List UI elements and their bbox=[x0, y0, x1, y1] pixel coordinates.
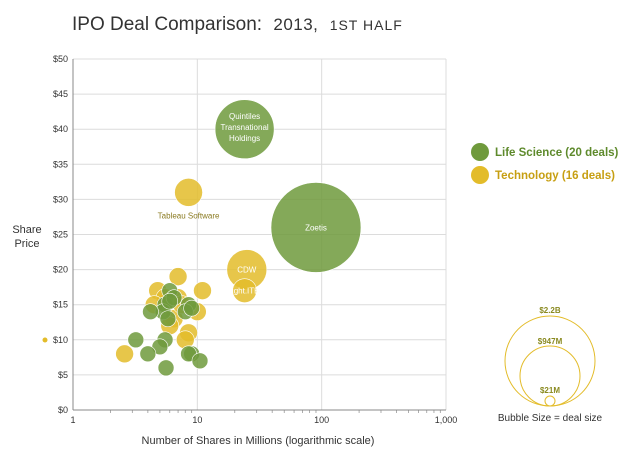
technology-bubble bbox=[193, 281, 212, 300]
bubble-label: Bright.ITEC bbox=[224, 287, 266, 296]
y-tick-label: $35 bbox=[53, 159, 68, 169]
life-science-bubble bbox=[142, 303, 159, 321]
x-tick-label: 1,000 bbox=[435, 415, 458, 425]
title-year: 2013, bbox=[273, 15, 318, 34]
bubble-label: CDW bbox=[237, 266, 257, 275]
chart-title: IPO Deal Comparison: 2013, 1ST HALF bbox=[72, 14, 403, 35]
size-legend-ring-small bbox=[544, 395, 556, 407]
axes: $0 $5 $10 $15 $20 $25 $30 $35 $40 $45 $50 1 10 100 1,0… bbox=[53, 54, 457, 425]
size-legend-label-large: $2.2B bbox=[539, 306, 561, 315]
life-science-bubble bbox=[191, 352, 209, 370]
y-axis-title-line2: Price bbox=[14, 238, 39, 250]
bubble-labels: Zoetis Quintiles Transnational Holdings Tabl… bbox=[158, 112, 327, 295]
x-tick-label: 1 bbox=[70, 415, 75, 425]
size-legend-label-small: $21M bbox=[540, 386, 560, 395]
bubble-label: Zoetis bbox=[305, 223, 327, 232]
life-science-bubble bbox=[127, 331, 145, 349]
life-science-bubble bbox=[270, 182, 362, 273]
y-tick-label: $10 bbox=[53, 335, 68, 345]
technology-bubble bbox=[168, 267, 188, 286]
legend: Life Science (20 deals) Technology (16 d… bbox=[471, 143, 619, 184]
x-tick-label: 100 bbox=[314, 415, 329, 425]
x-axis-title: Number of Shares in Millions (logarithmi… bbox=[142, 435, 375, 447]
x-tick-label: 10 bbox=[192, 415, 202, 425]
size-legend-caption: Bubble Size = deal size bbox=[498, 413, 603, 424]
y-tick-label: $50 bbox=[53, 54, 68, 64]
size-legend-ring-medium bbox=[519, 345, 581, 407]
technology-bubble bbox=[174, 178, 203, 207]
legend-label-technology: Technology (16 deals) bbox=[495, 170, 615, 182]
life-science-bubble bbox=[161, 292, 179, 310]
legend-label-life-science: Life Science (20 deals) bbox=[495, 147, 619, 159]
size-legend: $2.2B $947M $21M Bubble Size = deal size bbox=[498, 306, 603, 424]
bubble-label-quintiles: Quintiles bbox=[229, 112, 260, 121]
y-tick-label: $20 bbox=[53, 265, 68, 275]
technology-bubble bbox=[115, 344, 134, 364]
legend-swatch-technology bbox=[471, 166, 489, 184]
legend-swatch-life-science bbox=[471, 143, 489, 161]
bubble-label-quintiles: Transnational bbox=[221, 123, 269, 132]
title-main: IPO Deal Comparison: bbox=[72, 14, 262, 35]
life-science-bubble bbox=[183, 299, 200, 317]
life-science-bubble bbox=[159, 310, 177, 328]
y-tick-label: $25 bbox=[53, 230, 68, 240]
y-tick-label: $30 bbox=[53, 194, 68, 204]
y-tick-label: $5 bbox=[58, 370, 68, 380]
technology-bubble bbox=[232, 278, 257, 303]
y-tick-label: $40 bbox=[53, 124, 68, 134]
y-tick-label: $45 bbox=[53, 89, 68, 99]
life-science-bubble bbox=[214, 99, 275, 160]
technology-bubble bbox=[42, 337, 48, 343]
title-half: 1ST HALF bbox=[330, 17, 403, 33]
size-legend-label-medium: $947M bbox=[538, 337, 563, 346]
y-tick-label: $15 bbox=[53, 300, 68, 310]
life-science-bubble bbox=[139, 345, 157, 363]
bubble-label-quintiles: Holdings bbox=[229, 134, 260, 143]
y-axis-title-line1: Share bbox=[12, 224, 41, 236]
bubbles bbox=[42, 99, 362, 377]
life-science-bubble bbox=[157, 359, 175, 377]
y-tick-label: $0 bbox=[58, 405, 68, 415]
bubble-label-tableau: Tableau Software bbox=[158, 211, 220, 220]
